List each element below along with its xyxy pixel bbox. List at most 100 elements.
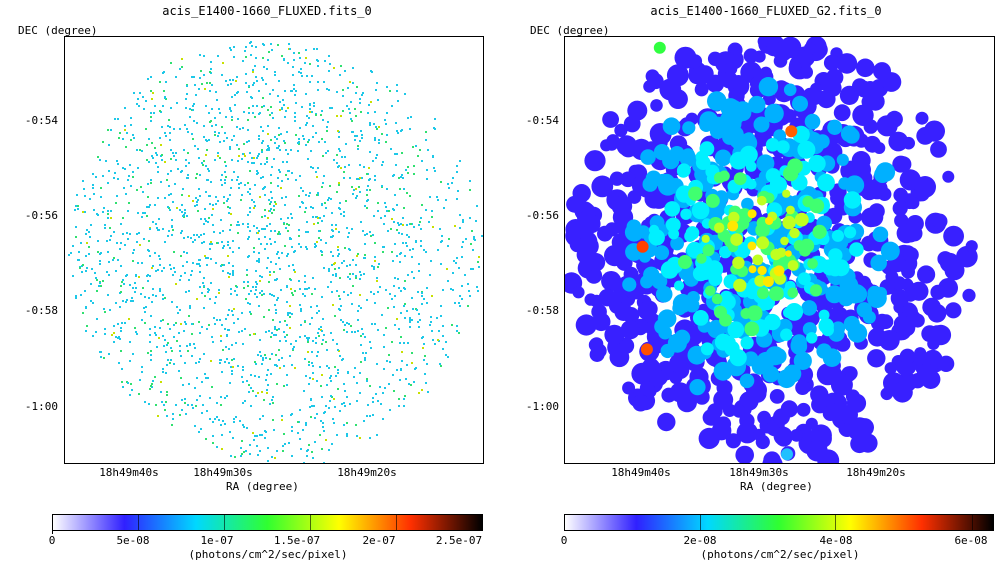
- photon-pixel: [215, 296, 217, 298]
- flux-blob: [785, 303, 804, 321]
- photon-pixel: [404, 303, 406, 305]
- photon-pixel: [209, 243, 211, 245]
- flux-blob: [872, 226, 889, 243]
- flux-blob: [756, 154, 775, 173]
- photon-pixel: [264, 215, 266, 217]
- photon-pixel: [226, 200, 228, 202]
- photon-pixel: [351, 228, 353, 230]
- photon-pixel: [233, 358, 235, 360]
- photon-pixel: [337, 372, 339, 374]
- photon-pixel: [292, 348, 294, 350]
- photon-pixel: [232, 274, 234, 276]
- photon-pixel: [369, 415, 371, 417]
- photon-pixel: [366, 194, 368, 196]
- flux-blob: [801, 300, 817, 316]
- photon-pixel: [82, 312, 84, 314]
- photon-pixel: [290, 343, 292, 345]
- photon-pixel: [364, 254, 366, 256]
- flux-blob: [823, 54, 841, 71]
- photon-pixel: [275, 334, 277, 336]
- flux-blob: [765, 138, 780, 152]
- photon-pixel: [187, 177, 189, 179]
- photon-pixel: [283, 331, 285, 333]
- photon-pixel: [386, 210, 388, 212]
- photon-pixel: [386, 86, 388, 88]
- photon-pixel: [253, 225, 255, 227]
- photon-pixel: [295, 179, 297, 181]
- photon-pixel: [317, 222, 319, 224]
- photon-pixel: [86, 267, 88, 269]
- photon-pixel: [215, 196, 217, 198]
- flux-blob: [732, 404, 746, 418]
- photon-pixel: [452, 272, 454, 274]
- photon-pixel: [203, 160, 205, 162]
- flux-blob: [914, 176, 936, 198]
- photon-pixel: [383, 368, 385, 370]
- photon-pixel: [236, 76, 238, 78]
- photon-pixel: [340, 319, 342, 321]
- photon-pixel: [354, 139, 356, 141]
- photon-pixel: [129, 164, 131, 166]
- photon-pixel: [319, 217, 321, 219]
- photon-pixel: [398, 232, 400, 234]
- flux-blob: [648, 229, 665, 246]
- photon-pixel: [284, 245, 286, 247]
- photon-pixel: [273, 271, 275, 273]
- photon-pixel: [191, 323, 193, 325]
- photon-pixel: [135, 287, 137, 289]
- photon-pixel: [141, 150, 143, 152]
- colorbar-tick: 0: [48, 534, 56, 547]
- image-viewer-smoothed[interactable]: [564, 36, 995, 464]
- photon-pixel: [306, 122, 308, 124]
- photon-pixel: [397, 222, 399, 224]
- photon-pixel: [254, 116, 256, 118]
- photon-pixel: [291, 292, 293, 294]
- photon-pixel: [136, 233, 138, 235]
- flux-blob: [713, 361, 733, 381]
- photon-pixel: [127, 238, 129, 240]
- photon-pixel: [262, 57, 264, 59]
- photon-pixel: [359, 437, 361, 439]
- photon-pixel: [147, 280, 149, 282]
- photon-pixel: [81, 271, 83, 273]
- photon-pixel: [462, 241, 464, 243]
- photon-pixel: [332, 339, 334, 341]
- photon-pixel: [269, 203, 271, 205]
- flux-blob: [850, 434, 869, 454]
- photon-pixel: [127, 210, 129, 212]
- photon-pixel: [242, 127, 244, 129]
- photon-pixel: [361, 137, 363, 139]
- photon-pixel: [283, 58, 285, 60]
- photon-pixel: [75, 205, 77, 207]
- photon-pixel: [212, 435, 214, 437]
- flux-blob: [809, 284, 823, 297]
- colorbar-tick: 0: [560, 534, 568, 547]
- photon-pixel: [251, 97, 253, 99]
- photon-pixel: [274, 304, 276, 306]
- photon-pixel: [206, 149, 208, 151]
- photon-pixel: [310, 166, 312, 168]
- photon-pixel: [223, 140, 225, 142]
- photon-pixel: [162, 298, 164, 300]
- photon-pixel: [311, 293, 313, 295]
- photon-pixel: [441, 235, 443, 237]
- photon-pixel: [191, 404, 193, 406]
- photon-pixel: [102, 175, 104, 177]
- photon-pixel: [138, 105, 140, 107]
- photon-pixel: [312, 365, 314, 367]
- photon-pixel: [180, 255, 182, 257]
- photon-pixel: [434, 343, 436, 345]
- image-viewer-sparse[interactable]: [64, 36, 484, 464]
- flux-blob: [672, 301, 687, 316]
- photon-pixel: [317, 351, 319, 353]
- flux-blob: [827, 260, 844, 277]
- photon-pixel: [399, 342, 401, 344]
- photon-pixel: [181, 204, 183, 206]
- photon-pixel: [315, 114, 317, 116]
- photon-pixel: [249, 303, 251, 305]
- photon-pixel: [120, 265, 122, 267]
- flux-blob: [810, 385, 829, 404]
- photon-pixel: [212, 341, 214, 343]
- photon-pixel: [230, 49, 232, 51]
- photon-pixel: [298, 138, 300, 140]
